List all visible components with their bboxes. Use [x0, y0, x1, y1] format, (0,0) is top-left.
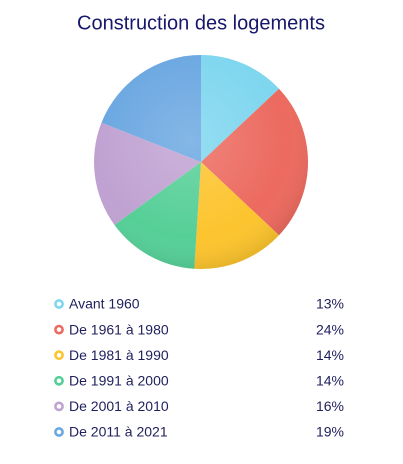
value-label: 24% — [316, 321, 344, 337]
legend-marker — [54, 299, 64, 309]
value-label: 19% — [316, 424, 344, 440]
value-label: 14% — [316, 347, 344, 363]
chart-title: Construction des logements — [77, 12, 325, 34]
legend-marker — [54, 401, 64, 412]
legend-marker — [54, 427, 64, 437]
legend-marker — [54, 350, 64, 361]
pie — [94, 55, 308, 269]
value-label: 16% — [316, 398, 344, 414]
value-label: 13% — [316, 296, 344, 312]
legend-label: Avant 1960 — [69, 296, 140, 312]
legend: Avant 1960 13% De 1961 à 1980 24% De 1981 à … — [54, 296, 344, 440]
legend-marker — [54, 375, 64, 386]
legend-label: De 1981 à 1990 — [69, 347, 169, 363]
value-label: 14% — [316, 373, 344, 389]
legend-label: De 2011 à 2021 — [69, 424, 168, 440]
legend-marker — [54, 324, 64, 335]
legend-label: De 1961 à 1980 — [69, 321, 169, 337]
legend-label: De 1991 à 2000 — [69, 373, 169, 389]
legend-label: De 2001 à 2010 — [69, 398, 169, 414]
